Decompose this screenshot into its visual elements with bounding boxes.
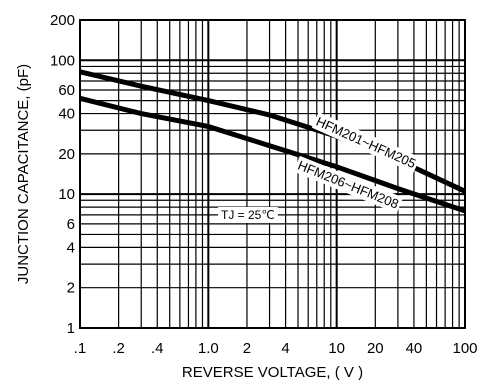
y-tick-label: 20 (58, 146, 75, 163)
y-tick-label: 6 (67, 216, 75, 233)
x-tick-label: .2 (112, 340, 125, 357)
y-tick-label: 10 (58, 186, 75, 203)
y-tick-label: 200 (50, 12, 75, 29)
y-tick-labels: 1 2 4 6 10 20 40 60 100 200 (50, 12, 75, 337)
x-tick-label: 100 (452, 340, 477, 357)
x-tick-labels: .1 .2 .4 1.0 2 4 10 20 40 100 (74, 340, 478, 357)
x-tick-label: .1 (74, 340, 87, 357)
series-line-2 (79, 95, 466, 214)
y-tick-label: 2 (67, 280, 75, 297)
plot-frame (79, 19, 466, 329)
x-axis-title: REVERSE VOLTAGE, ( V ) (182, 364, 363, 381)
temperature-note-text: TJ = 25℃ (221, 208, 275, 222)
series-layer (79, 69, 467, 214)
grid-lines (79, 19, 466, 329)
y-tick-label: 1 (67, 320, 75, 337)
x-tick-label: 1.0 (198, 340, 219, 357)
y-tick-label: 100 (50, 52, 75, 69)
x-tick-label: .4 (151, 340, 164, 357)
x-tick-label: 2 (243, 340, 251, 357)
x-tick-label: 40 (406, 340, 423, 357)
y-tick-label: 4 (67, 239, 75, 256)
x-tick-label: 20 (367, 340, 384, 357)
x-tick-label: 4 (281, 340, 289, 357)
x-tick-label: 10 (328, 340, 345, 357)
y-axis-title: JUNCTION CAPACITANCE, (pF) (15, 64, 32, 284)
temperature-note: TJ = 25℃ (218, 207, 278, 223)
y-tick-label: 40 (58, 106, 75, 123)
y-tick-label: 60 (58, 82, 75, 99)
